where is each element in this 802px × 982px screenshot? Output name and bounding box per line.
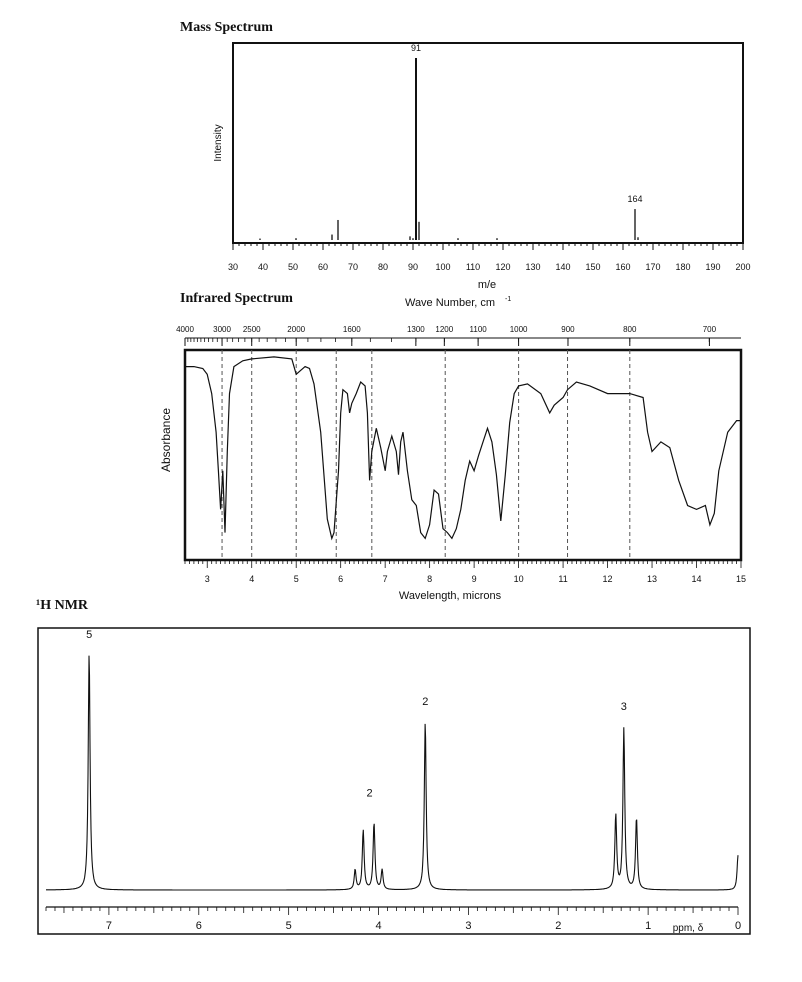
ms-tick-label: 30 [228, 262, 238, 272]
ms-tick-label: 100 [435, 262, 450, 272]
ir-tick-label: 13 [647, 574, 657, 584]
ir-tick-label: 3 [205, 574, 210, 584]
ms-tick-label: 130 [525, 262, 540, 272]
ms-tick-label: 180 [675, 262, 690, 272]
nmr-integration-label: 2 [366, 788, 372, 800]
ms-tick-label: 120 [495, 262, 510, 272]
nmr-integration-label: 2 [422, 696, 428, 708]
nmr-tick-label: 2 [555, 920, 561, 932]
ir-tick-label: 10 [514, 574, 524, 584]
ir-top-tick-label: 1200 [435, 325, 453, 334]
nmr-tick-label: 7 [106, 920, 112, 932]
nmr-integration-label: 3 [621, 701, 627, 713]
nmr-tick-label: 0 [735, 920, 741, 932]
ir-tick-label: 7 [383, 574, 388, 584]
ms-tick-label: 50 [288, 262, 298, 272]
ms-tick-label: 70 [348, 262, 358, 272]
ir-plot-frame [185, 350, 741, 560]
ir-top-tick-label: 2000 [287, 325, 305, 334]
ir-top-tick-label: 900 [561, 325, 575, 334]
ms-tick-label: 140 [555, 262, 570, 272]
ir-top-tick-label: 2500 [243, 325, 261, 334]
ir-top-axis-label: Wave Number, cm [405, 297, 495, 309]
nmr-integration-label: 5 [86, 629, 92, 641]
ms-tick-label: 60 [318, 262, 328, 272]
ir-tick-label: 4 [249, 574, 254, 584]
ms-ylabel: Intensity [213, 124, 224, 161]
ir-top-tick-label: 4000 [176, 325, 194, 334]
nmr-tick-label: 4 [375, 920, 381, 932]
ir-top-tick-label: 800 [623, 325, 637, 334]
ms-tick-label: 160 [615, 262, 630, 272]
ir-top-tick-label: 1300 [407, 325, 425, 334]
nmr-spectrum-line [46, 656, 738, 890]
nmr-tick-label: 5 [286, 920, 292, 932]
ms-tick-label: 110 [466, 262, 480, 272]
ir-top-tick-label: 3000 [213, 325, 231, 334]
ir-top-tick-label: 700 [703, 325, 717, 334]
ir-tick-label: 5 [294, 574, 299, 584]
ms-xlabel: m/e [478, 279, 496, 291]
nmr-tick-label: 6 [196, 920, 202, 932]
ms-marks: 30 40 50 60 70 80 90 100 110 120 130 140 150 160 170 18… [228, 43, 751, 272]
ir-top-tick-label: 1100 [470, 325, 488, 334]
ir-tick-label: 14 [692, 574, 702, 584]
ms-tick-label: 40 [258, 262, 268, 272]
nmr-xlabel: ppm, δ [673, 923, 704, 934]
ir-tick-label: 15 [736, 574, 746, 584]
nmr-tick-label: 3 [465, 920, 471, 932]
ms-tick-label: 80 [378, 262, 388, 272]
ir-marks: 4000 3000 2500 2000 1600 1300 1200 1100 1000 900 8… [176, 325, 746, 584]
ir-tick-label: 8 [427, 574, 432, 584]
ms-plot-frame [233, 43, 743, 243]
nmr-tick-label: 1 [645, 920, 651, 932]
ir-tick-label: 12 [603, 574, 613, 584]
ir-xlabel: Wavelength, microns [399, 590, 502, 602]
ir-tick-label: 6 [338, 574, 343, 584]
ms-peak-label: 91 [411, 43, 421, 53]
ms-tick-label: 170 [645, 262, 660, 272]
ir-top-tick-label: 1600 [343, 325, 361, 334]
ms-tick-label: 150 [585, 262, 600, 272]
ms-tick-label: 200 [735, 262, 750, 272]
ir-top-tick-label: 1000 [510, 325, 528, 334]
ir-tick-label: 9 [472, 574, 477, 584]
nmr-marks: 7 6 5 4 3 2 1 0 5 2 2 3 [46, 629, 741, 932]
ir-top-axis-superscript: -1 [505, 296, 511, 303]
ir-tick-label: 11 [558, 574, 567, 584]
ms-tick-label: 190 [705, 262, 720, 272]
ms-tick-label: 90 [408, 262, 418, 272]
ir-ylabel: Absorbance [159, 408, 173, 472]
ms-peak-label: 164 [627, 194, 642, 204]
ir-spectrum-line [185, 357, 741, 539]
